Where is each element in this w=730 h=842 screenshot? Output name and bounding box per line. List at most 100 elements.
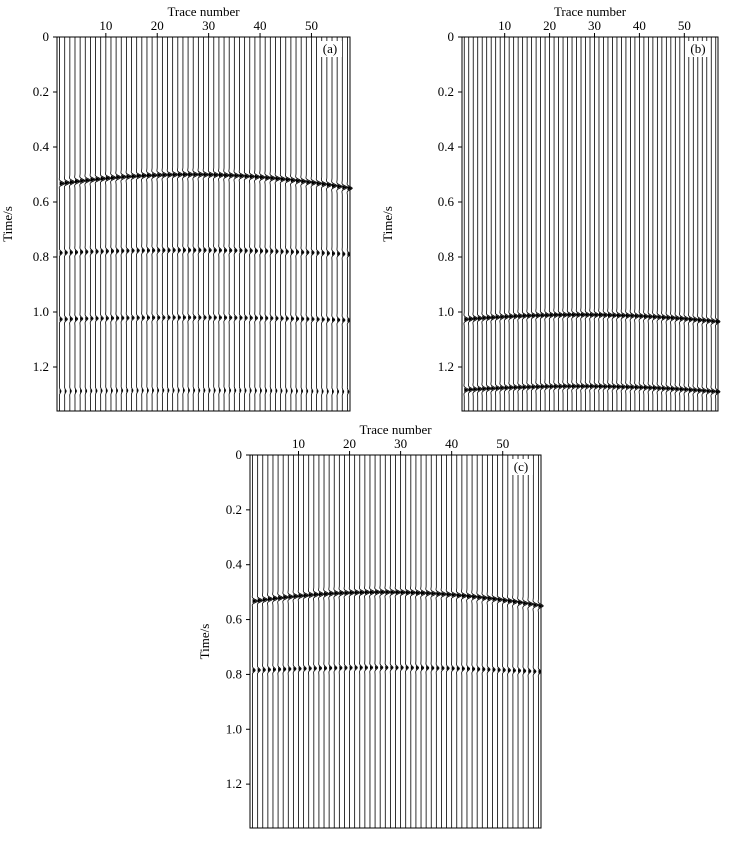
trace-42 <box>269 37 276 411</box>
lobe-14 <box>126 248 130 253</box>
lobe-43 <box>466 666 470 672</box>
lobe-45 <box>661 386 667 391</box>
lobe-35 <box>234 388 236 393</box>
lobe-34 <box>229 388 231 393</box>
lobe-56 <box>711 389 716 394</box>
lobe-48 <box>301 316 304 322</box>
lobe-46 <box>482 667 485 672</box>
lobe-1 <box>252 667 256 673</box>
lobe-53 <box>326 389 329 394</box>
event-2-fill <box>59 247 351 257</box>
trace-2 <box>63 37 71 411</box>
event-2-fill <box>464 384 721 394</box>
lobe-56 <box>533 669 537 674</box>
lobe-26 <box>576 312 581 317</box>
trace-6 <box>277 455 284 828</box>
trace-10 <box>503 37 510 411</box>
lobe-44 <box>472 594 477 599</box>
trace-15 <box>130 37 137 411</box>
trace-30 <box>207 37 214 411</box>
lobe-52 <box>512 599 518 605</box>
lobe-23 <box>563 312 568 318</box>
trace-4 <box>74 37 81 411</box>
trace-23 <box>364 455 371 828</box>
lobe-12 <box>308 666 312 671</box>
trace-39 <box>254 37 261 411</box>
lobe-29 <box>395 590 401 595</box>
trace-13 <box>517 37 523 411</box>
lobe-3 <box>262 597 268 602</box>
trace-5 <box>79 37 86 411</box>
trace-1 <box>251 455 258 828</box>
y-tick-label-0: 0 <box>43 29 50 44</box>
lobe-8 <box>95 388 98 394</box>
lobe-14 <box>522 384 527 390</box>
lobe-39 <box>446 592 452 597</box>
lobe-25 <box>572 384 577 389</box>
lobe-1 <box>59 250 63 256</box>
y-tick-label-1.2: 1.2 <box>226 776 242 791</box>
lobe-15 <box>131 388 134 393</box>
trace-17 <box>333 455 340 828</box>
lobe-17 <box>536 313 541 318</box>
trace-30 <box>593 37 600 411</box>
trace-49 <box>679 37 685 411</box>
lobe-42 <box>270 175 276 181</box>
trace-18 <box>539 37 546 411</box>
lobe-46 <box>482 595 488 601</box>
lobe-33 <box>607 312 613 318</box>
lobe-30 <box>400 590 406 595</box>
lobe-52 <box>512 668 516 673</box>
lobe-49 <box>306 388 308 394</box>
lobe-38 <box>441 665 445 671</box>
lobe-14 <box>318 591 324 597</box>
lobe-30 <box>208 247 212 253</box>
lobe-6 <box>486 315 491 320</box>
lobe-24 <box>369 589 375 595</box>
lobe-39 <box>254 388 257 393</box>
trace-20 <box>156 37 163 411</box>
lobe-27 <box>193 172 199 177</box>
lobe-48 <box>492 596 498 602</box>
trace-35 <box>233 37 240 411</box>
lobe-6 <box>278 595 283 601</box>
lobe-8 <box>95 316 99 321</box>
lobe-24 <box>567 312 572 318</box>
lobe-49 <box>497 597 503 602</box>
lobe-33 <box>224 172 229 178</box>
lobe-2 <box>64 316 68 322</box>
lobe-29 <box>590 384 595 389</box>
lobe-28 <box>198 172 204 177</box>
lobe-32 <box>218 388 221 393</box>
lobe-3 <box>69 250 73 255</box>
lobe-41 <box>456 593 462 598</box>
lobe-7 <box>90 316 94 321</box>
lobe-46 <box>666 315 671 320</box>
lobe-10 <box>504 314 509 319</box>
lobe-11 <box>509 314 514 319</box>
lobe-50 <box>684 387 689 392</box>
y-tick-label-1.0: 1.0 <box>33 304 49 319</box>
lobe-43 <box>652 385 658 391</box>
y-tick-label-0.8: 0.8 <box>226 666 242 681</box>
lobe-33 <box>415 590 421 596</box>
lobe-37 <box>244 315 248 321</box>
trace-31 <box>598 37 604 411</box>
x-tick-label-30: 30 <box>202 18 215 33</box>
lobe-27 <box>193 388 195 393</box>
lobe-57 <box>715 319 721 324</box>
lobe-38 <box>249 315 253 321</box>
lobe-55 <box>337 184 343 189</box>
y-tick-label-0.8: 0.8 <box>33 249 49 264</box>
lobe-41 <box>265 315 268 321</box>
trace-7 <box>490 37 496 411</box>
lobe-43 <box>275 316 279 321</box>
lobe-56 <box>342 185 348 190</box>
trace-46 <box>290 37 297 411</box>
lobe-39 <box>254 315 258 321</box>
lobe-2 <box>64 180 70 185</box>
lobe-22 <box>558 384 563 389</box>
lobe-36 <box>621 313 626 318</box>
trace-13 <box>313 455 319 828</box>
lobe-7 <box>491 386 496 391</box>
